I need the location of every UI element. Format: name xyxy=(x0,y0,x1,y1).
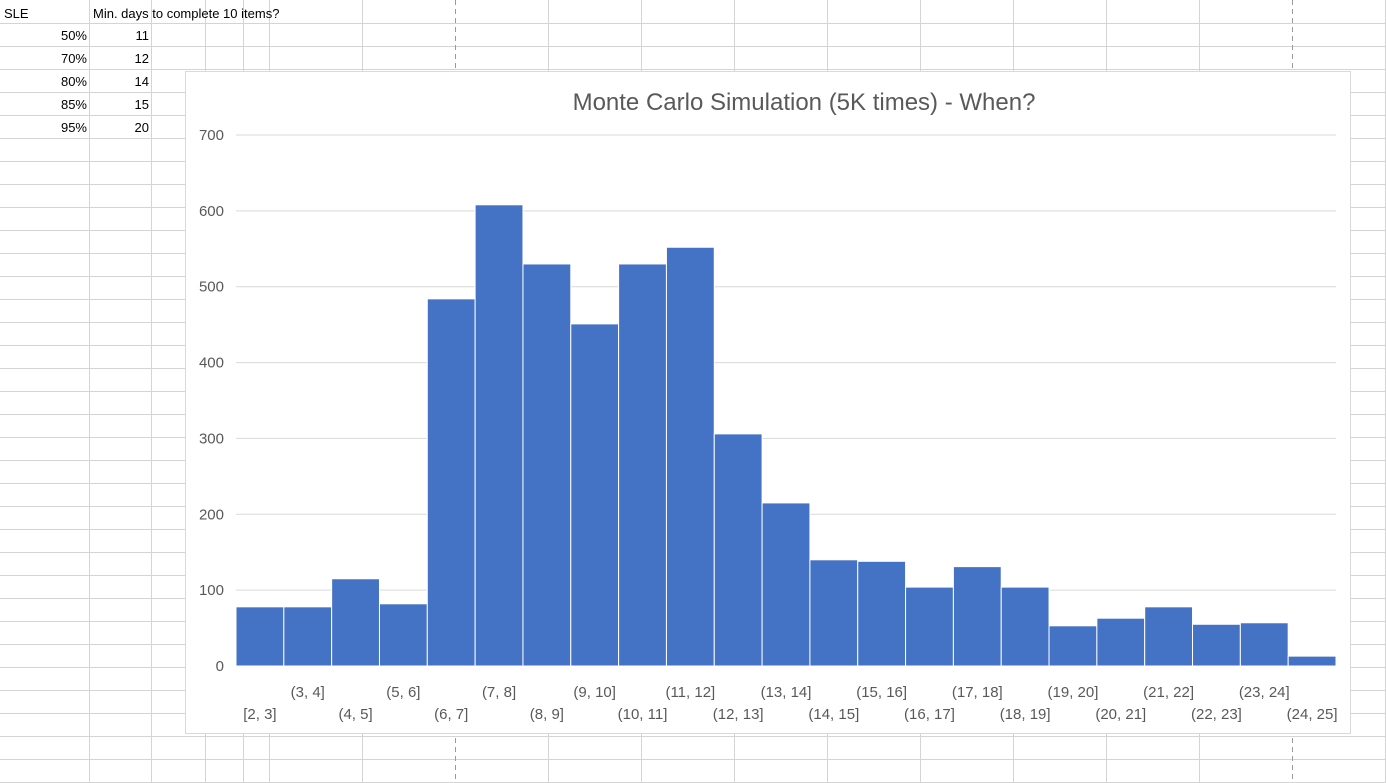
x-tick-label: (8, 9] xyxy=(530,706,564,723)
histogram-bar[interactable] xyxy=(331,578,380,667)
days-cell-2[interactable]: 12 xyxy=(134,51,149,66)
x-tick-label: (13, 14] xyxy=(761,684,812,701)
x-tick-label: (4, 5] xyxy=(338,706,372,723)
days-cell-5[interactable]: 20 xyxy=(134,120,149,135)
histogram-bar[interactable] xyxy=(713,433,763,667)
histogram-bar[interactable] xyxy=(283,606,333,667)
sle-cell-5[interactable]: 95% xyxy=(60,120,87,135)
histogram-bar[interactable] xyxy=(618,263,667,667)
x-tick-label: (9, 10] xyxy=(573,684,616,701)
x-tick-label: (16, 17] xyxy=(904,706,955,723)
x-tick-label: [2, 3] xyxy=(243,706,276,723)
x-tick-label: (20, 21] xyxy=(1095,706,1146,723)
y-tick-label: 700 xyxy=(199,127,224,144)
x-tick-label: (3, 4] xyxy=(291,684,325,701)
sle-header-cell[interactable]: SLE xyxy=(4,6,29,21)
days-header-cell[interactable]: Min. days to complete 10 items? xyxy=(93,6,280,21)
x-tick-label: (11, 12] xyxy=(665,684,715,701)
y-tick-label: 500 xyxy=(199,279,224,296)
x-tick-label: (23, 24] xyxy=(1239,684,1290,701)
histogram-bar[interactable] xyxy=(1287,655,1337,667)
chart-plot: Monte Carlo Simulation (5K times) - When… xyxy=(199,89,1338,723)
x-tick-label: (7, 8] xyxy=(482,684,516,701)
y-tick-label: 0 xyxy=(216,658,224,675)
histogram-bar[interactable] xyxy=(1096,617,1146,667)
histogram-bar[interactable] xyxy=(1192,623,1241,667)
histogram-bar[interactable] xyxy=(426,298,476,667)
days-cell-3[interactable]: 14 xyxy=(134,74,149,89)
x-tick-label: (24, 25] xyxy=(1287,706,1338,723)
days-cell-4[interactable]: 15 xyxy=(134,97,149,112)
histogram-bar[interactable] xyxy=(474,204,524,667)
histogram-bar[interactable] xyxy=(809,559,859,667)
x-tick-label: (22, 23] xyxy=(1191,706,1242,723)
histogram-bar[interactable] xyxy=(905,586,954,667)
histogram-bar[interactable] xyxy=(522,263,572,667)
sle-cell-2[interactable]: 70% xyxy=(60,51,87,66)
y-tick-label: 200 xyxy=(199,506,224,523)
histogram-bar[interactable] xyxy=(1048,625,1098,667)
histogram-chart[interactable]: Monte Carlo Simulation (5K times) - When… xyxy=(185,71,1351,734)
histogram-bar[interactable] xyxy=(857,560,907,667)
histogram-bar[interactable] xyxy=(761,502,811,667)
x-tick-label: (17, 18] xyxy=(952,684,1003,701)
x-tick-label: (10, 11] xyxy=(618,706,668,723)
y-tick-label: 100 xyxy=(199,582,224,599)
histogram-bar[interactable] xyxy=(1144,606,1194,667)
sle-cell-4[interactable]: 85% xyxy=(60,97,87,112)
histogram-bar[interactable] xyxy=(665,246,715,667)
y-tick-label: 600 xyxy=(199,203,224,220)
histogram-bar[interactable] xyxy=(1239,622,1289,667)
x-tick-label: (19, 20] xyxy=(1048,684,1099,701)
x-tick-label: (6, 7] xyxy=(434,706,468,723)
sle-cell-1[interactable]: 50% xyxy=(60,28,87,43)
histogram-bar[interactable] xyxy=(1000,586,1050,667)
x-tick-label: (15, 16] xyxy=(856,684,907,701)
x-tick-label: (5, 6] xyxy=(386,684,420,701)
y-tick-label: 400 xyxy=(199,355,224,372)
x-tick-label: (18, 19] xyxy=(1000,706,1051,723)
days-cell-1[interactable]: 11 xyxy=(135,28,150,43)
x-tick-label: (21, 22] xyxy=(1143,684,1194,701)
histogram-bar[interactable] xyxy=(378,603,428,667)
histogram-bar[interactable] xyxy=(235,606,285,667)
chart-title: Monte Carlo Simulation (5K times) - When… xyxy=(573,89,1036,116)
histogram-bar[interactable] xyxy=(570,323,620,667)
x-tick-label: (14, 15] xyxy=(808,706,859,723)
sle-cell-3[interactable]: 80% xyxy=(60,74,87,89)
y-tick-label: 300 xyxy=(199,430,224,447)
histogram-bar[interactable] xyxy=(952,566,1002,667)
x-tick-label: (12, 13] xyxy=(713,706,764,723)
